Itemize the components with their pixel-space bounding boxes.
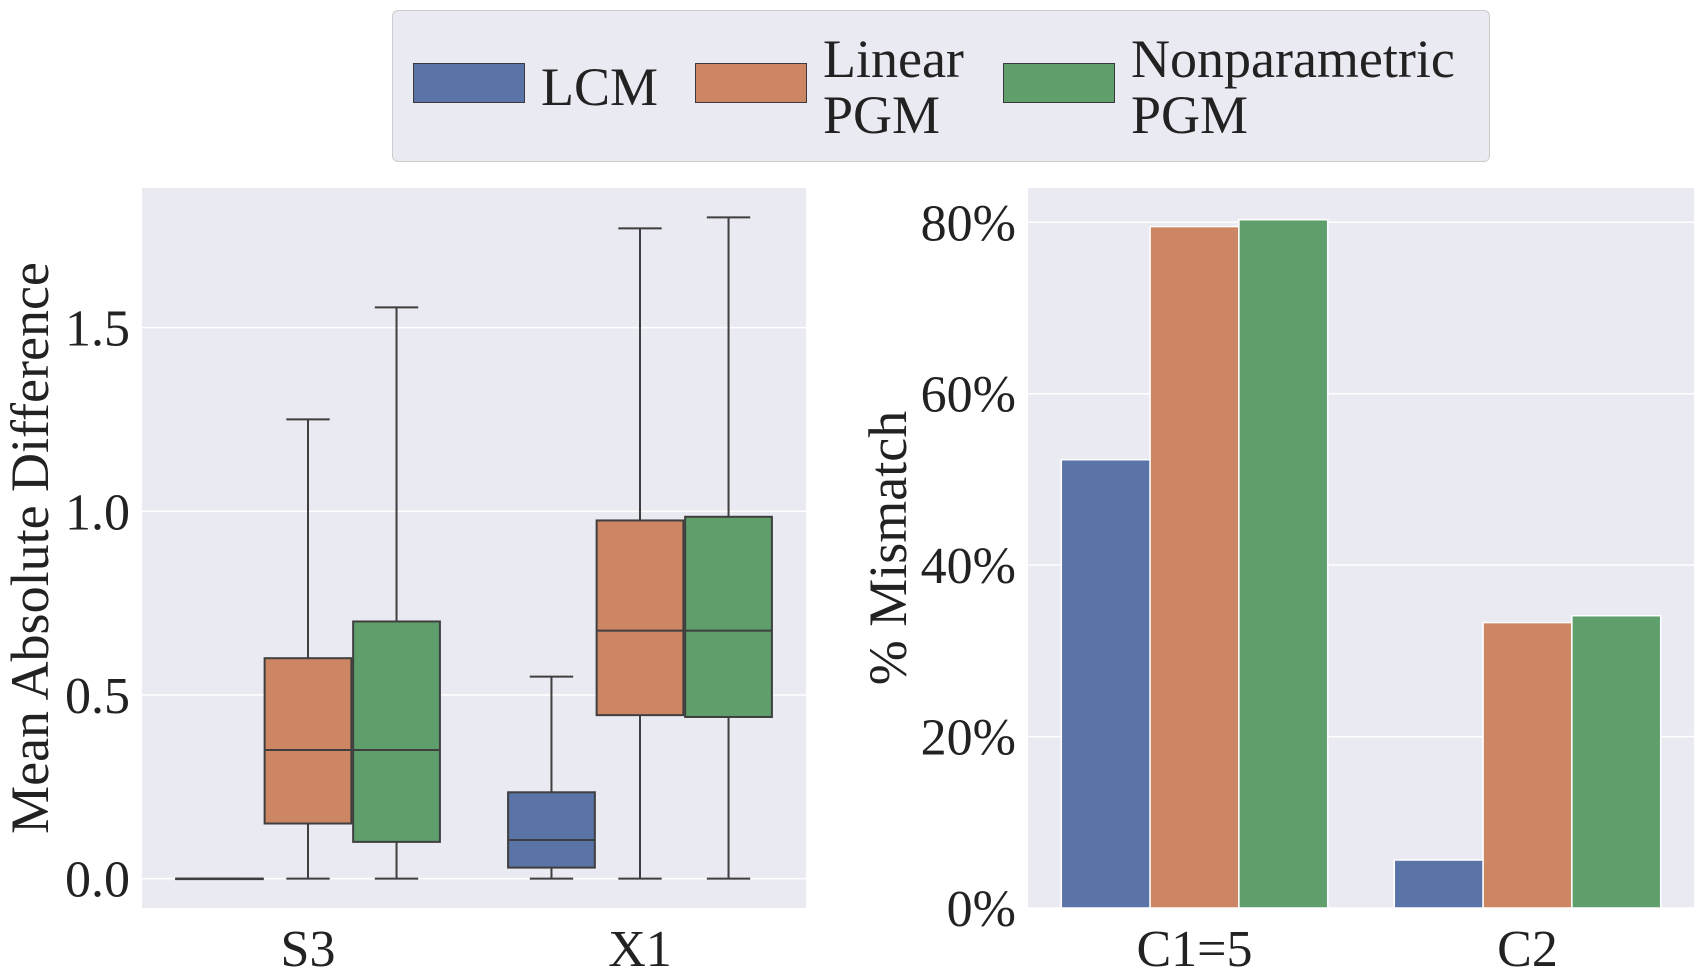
x-tick-label: C1=5 [1136, 921, 1252, 978]
bar-linear-pgm-c1-5 [1149, 225, 1240, 909]
bar-nonparametric-pgm-c1-5 [1238, 218, 1329, 909]
y-tick-label: 80% [921, 195, 1016, 252]
y-tick-label: 20% [921, 710, 1016, 767]
legend-swatch-lcm [413, 63, 525, 103]
box-nonparametric-pgm-x1 [684, 216, 773, 880]
y-tick-label: 1.0 [65, 484, 130, 541]
box-linear-pgm-x1 [595, 227, 685, 880]
y-tick-label: 1.5 [65, 301, 130, 358]
bar-chart: 0% 20% 40% 60% 80% C1=5 C2 % Mismatch [858, 188, 1694, 978]
y-tick-label: 60% [921, 367, 1016, 424]
boxplot-chart: 0.0 0.5 1.0 1.5 S3 X1 Mean Absolute Difference [0, 188, 806, 978]
box-linear-pgm-s3 [263, 418, 353, 880]
bar-linear-pgm-c2 [1482, 621, 1573, 909]
legend: LCM Linear PGM Nonparametric PGM [392, 10, 1490, 162]
legend-label-nonparametric-pgm: Nonparametric PGM [1131, 29, 1455, 145]
y-axis-label: % Mismatch [858, 411, 918, 685]
box-lcm-x1 [507, 675, 596, 880]
bar-lcm-c2 [1393, 859, 1484, 909]
y-tick-label: 0.0 [65, 852, 130, 909]
box-body [352, 620, 441, 843]
legend-swatch-nonparametric-pgm [1003, 63, 1115, 103]
y-tick-label: 0% [947, 881, 1016, 938]
bar-nonparametric-pgm-c2 [1571, 614, 1662, 909]
box-lcm-s3 [175, 877, 264, 881]
box-body [684, 515, 773, 718]
y-axis-label: Mean Absolute Difference [0, 262, 60, 834]
x-tick-label: C2 [1497, 921, 1558, 978]
box-body [507, 791, 596, 869]
y-tick-label: 0.5 [65, 668, 130, 725]
legend-swatch-linear-pgm [695, 63, 807, 103]
box-body [595, 519, 685, 717]
legend-label-lcm: LCM [541, 57, 659, 117]
x-tick-label: S3 [281, 921, 336, 978]
box-nonparametric-pgm-s3 [352, 306, 441, 880]
legend-label-linear-pgm: Linear PGM [823, 29, 964, 145]
box-body [263, 657, 353, 825]
y-tick-label: 40% [921, 538, 1016, 595]
bar-lcm-c1-5 [1060, 458, 1151, 909]
x-tick-label: X1 [608, 921, 672, 978]
